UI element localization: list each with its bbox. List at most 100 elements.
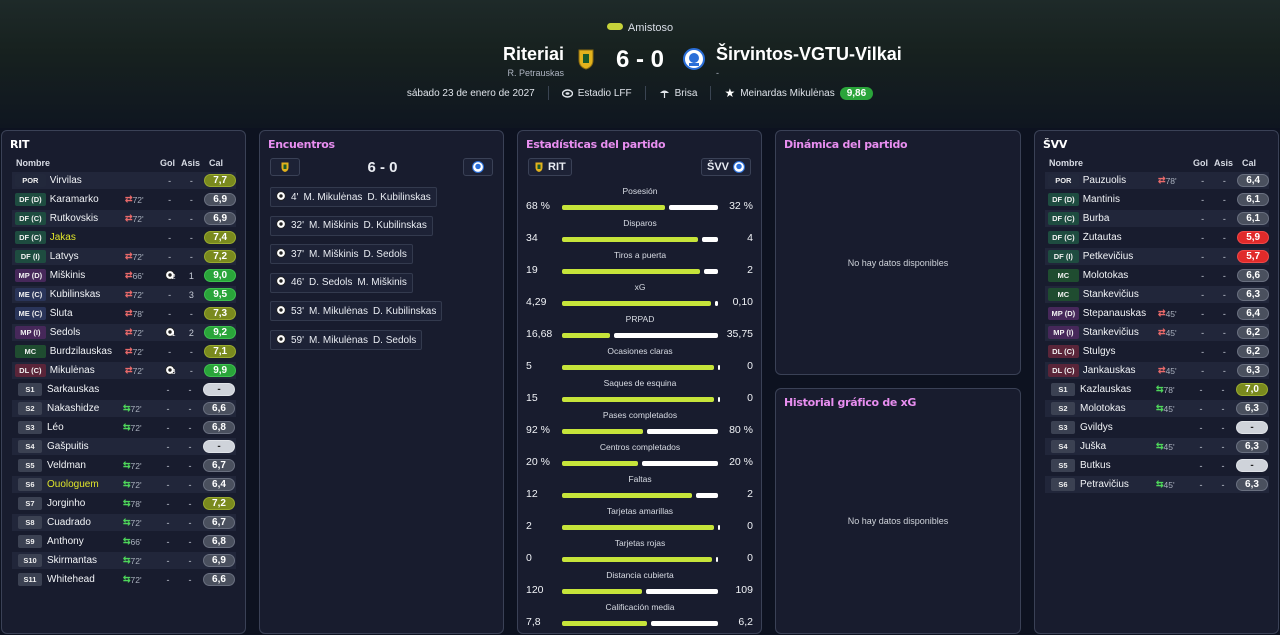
goal-assist[interactable]: D. Sedols [363,248,407,260]
goal-assist[interactable]: D. Kubilinskas [363,220,427,232]
player-row[interactable]: DF (C) Rutkovskis ⇄ 72' - -6,9 [12,210,237,227]
stadium[interactable]: Estadio LFF [549,88,645,99]
player-row[interactable]: S6 Petravičius ⇆ 45' - -6,3 [1045,476,1269,493]
player-row[interactable]: MC Molotokas - -6,6 [1045,267,1270,284]
goal-assist[interactable]: D. Kubilinskas [372,305,437,317]
player-name[interactable]: Butkus [1080,460,1111,471]
player-name[interactable]: Karamarko [49,194,99,205]
col-header-name[interactable]: Nombre [16,158,51,168]
player-row[interactable]: MC Burdzilauskas ⇄ 72' - -7,1 [12,343,237,360]
player-name[interactable]: Léo [47,422,64,433]
goal-assist[interactable]: D. Sedols [372,334,417,346]
player-row[interactable]: DF (C) Žutautas - -5,9 [1045,229,1270,246]
player-name[interactable]: Burba [1082,213,1110,224]
player-row[interactable]: ME (C) Šluta ⇄ 78' - -7,3 [12,305,237,322]
player-name[interactable]: Miškinis [49,270,86,281]
player-row[interactable]: S4 Juška ⇆ 45' - -6,3 [1045,438,1269,455]
goal-event[interactable]: 59' M. Mikulėnas D. Sedols [270,330,423,350]
player-row[interactable]: DF (C) Burba - -6,1 [1045,210,1270,227]
player-row[interactable]: S3 Léo ⇆ 72' - -6,8 [12,419,236,436]
player-name[interactable]: Petravičius [1080,479,1129,490]
player-row[interactable]: MP (D) Stepanauskas ⇄ 45' - -6,4 [1045,305,1270,322]
player-row[interactable]: DL (C) Jankauskas ⇄ 45' - -6,3 [1045,362,1270,379]
player-name[interactable]: Mantinis [1082,194,1120,205]
player-row[interactable]: POR Virvilas - -7,7 [12,172,237,189]
player-name[interactable]: Jankauskas [1082,365,1136,376]
player-name[interactable]: Žutautas [1082,232,1122,243]
goal-scorer[interactable]: M. Miškinis [309,248,359,260]
player-name[interactable]: Pauzuolis [1082,175,1127,186]
away-team[interactable]: Širvintos-VGTU-Vilkai - [716,44,902,78]
goal-event[interactable]: 37' M. Miškinis D. Sedols [270,244,413,265]
player-row[interactable]: MP (D) Miškinis ⇄ 66' 2 1 9,0 [12,267,237,284]
player-name[interactable]: Gvildys [1080,422,1113,433]
col-header-name[interactable]: Nombre [1049,158,1084,168]
player-row[interactable]: S2 Nakashidze ⇆ 72' - -6,6 [12,400,236,417]
home-team-name[interactable]: Riteriai [502,44,564,64]
col-header-goals[interactable]: Gol [160,158,175,168]
player-row[interactable]: S5 Veldman ⇆ 72' - -6,7 [12,457,236,474]
player-name[interactable]: Anthony [47,536,84,547]
col-header-rating[interactable]: Cal [1242,158,1257,168]
player-row[interactable]: S5 Butkus - - - [1045,457,1269,474]
goal-scorer[interactable]: M. Miškinis [309,220,359,232]
player-name[interactable]: Stulgys [1082,346,1116,357]
player-name[interactable]: Šarkauskas [47,384,100,395]
player-row[interactable]: S1 Kazlauskas ⇆ 78' - -7,0 [1045,381,1269,398]
player-name[interactable]: Whitehead [47,574,95,585]
player-row[interactable]: MP (I) Stankevičius ⇄ 45' - -6,2 [1045,324,1270,341]
goal-event[interactable]: 32' M. Miškinis D. Kubilinskas [270,215,433,236]
player-name[interactable]: Veldman [47,460,86,471]
player-name[interactable]: Cuadrado [47,517,91,528]
home-team-chip[interactable] [270,158,300,176]
home-manager[interactable]: R. Petrauskas [507,68,564,78]
goal-event[interactable]: 46' D. Sedols M. Miškinis [270,272,413,293]
player-row[interactable]: S8 Cuadrado ⇆ 72' - -6,7 [12,514,236,531]
player-row[interactable]: S7 Jorginho ⇆ 78' - -7,2 [12,495,236,512]
player-name[interactable]: Jakas [49,232,76,243]
player-row[interactable]: S2 Molotokas ⇆ 45' - -6,3 [1045,400,1269,417]
player-name[interactable]: Sedols [49,327,81,338]
player-name[interactable]: Juška [1080,441,1107,452]
player-name[interactable]: Molotokas [1082,270,1129,281]
player-name[interactable]: Burdzilauskas [49,346,112,357]
player-row[interactable]: S9 Anthony ⇆ 66' - -6,8 [12,533,236,550]
home-team[interactable]: Riteriai R. Petrauskas [503,44,564,78]
col-header-assists[interactable]: Asis [1214,158,1234,168]
player-name[interactable]: Latvys [49,251,79,262]
player-name[interactable]: Gašpuitis [47,441,89,452]
player-name[interactable]: Jorginho [47,498,86,509]
player-row[interactable]: S4 Gašpuitis - - - [12,438,236,455]
player-row[interactable]: S10 Skirmantas ⇆ 72' - -6,9 [12,552,236,569]
player-row[interactable]: POR Pauzuolis ⇄ 78' - -6,4 [1045,172,1270,189]
player-row[interactable]: DL (C) Mikulėnas ⇄ 72' 3 -9,9 [12,362,237,379]
player-row[interactable]: MP (I) Sedols ⇄ 72' 1 2 9,2 [12,324,237,341]
goal-assist[interactable]: M. Miškinis [357,277,407,289]
goal-scorer[interactable]: M. Mikulėnas [309,334,368,346]
player-name[interactable]: Molotokas [1080,403,1126,414]
player-row[interactable]: DF (I) Latvys ⇄ 72' - -7,2 [12,248,237,265]
player-row[interactable]: DF (I) Petkevičius - -5,7 [1045,248,1270,265]
player-name[interactable]: Kubilinskas [49,289,101,300]
goal-event[interactable]: 4' M. Mikulėnas D. Kubilinskas [270,187,437,207]
player-name[interactable]: Mikulėnas [49,365,95,376]
player-row[interactable]: DF (D) Karamarko ⇄ 72' - -6,9 [12,191,237,208]
goal-assist[interactable]: D. Kubilinskas [367,191,431,203]
player-name[interactable]: Stankevičius [1082,327,1139,338]
player-row[interactable]: DF (D) Mantinis - -6,1 [1045,191,1270,208]
player-row[interactable]: DF (C) Jakas - -7,4 [12,229,237,246]
away-team-chip[interactable] [463,158,493,176]
player-row[interactable]: S6 Ouologuem ⇆ 72' - -6,4 [12,476,236,493]
player-name[interactable]: Ouologuem [47,479,99,490]
stats-home-chip[interactable]: RIT [528,158,572,176]
player-name[interactable]: Stankevičius [1082,289,1139,300]
goal-scorer[interactable]: D. Sedols [309,277,353,289]
away-team-name[interactable]: Širvintos-VGTU-Vilkai [716,44,902,64]
player-row[interactable]: DL (C) Stulgys - -6,2 [1045,343,1270,360]
col-header-assists[interactable]: Asis [181,158,201,168]
col-header-goals[interactable]: Gol [1193,158,1208,168]
goal-scorer[interactable]: M. Mikulėnas [303,191,363,203]
player-name[interactable]: Skirmantas [47,555,98,566]
player-row[interactable]: ME (C) Kubilinskas ⇄ 72' -3 9,5 [12,286,237,303]
player-row[interactable]: S11 Whitehead ⇆ 72' - -6,6 [12,571,236,588]
